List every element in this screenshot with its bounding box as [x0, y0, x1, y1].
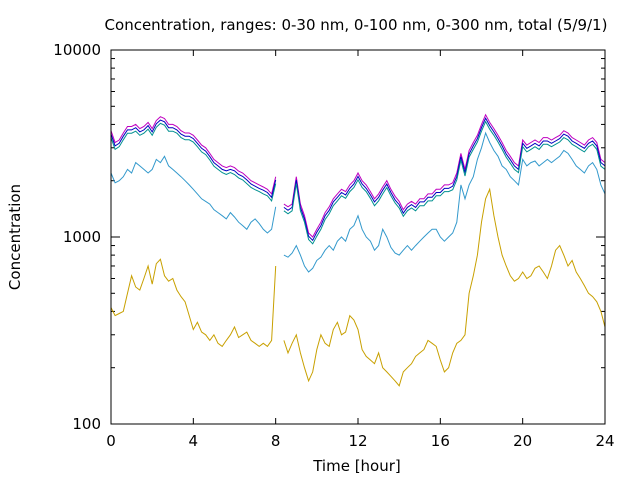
y-tick-label: 10000	[53, 41, 101, 59]
x-tick-label: 20	[513, 432, 532, 450]
x-tick-label: 16	[431, 432, 450, 450]
series-lines	[110, 113, 606, 387]
series-line-4	[110, 131, 606, 273]
series-line-1	[110, 113, 606, 238]
x-tick-label: 4	[189, 432, 199, 450]
x-tick-label: 12	[348, 432, 367, 450]
x-tick-label: 8	[271, 432, 281, 450]
y-tick-label: 100	[72, 415, 101, 433]
series-line-5	[110, 187, 606, 387]
y-axis-label: Concentration	[6, 184, 24, 290]
y-tick-label: 1000	[63, 228, 101, 246]
axis-ticks: 0 4 8 12 16 20 24 100 1000 10000	[53, 41, 614, 450]
x-tick-label: 24	[595, 432, 614, 450]
x-axis-label: Time [hour]	[312, 457, 401, 475]
series-line-2	[110, 117, 606, 242]
plot-frame	[110, 49, 606, 425]
series-line-3	[110, 120, 606, 245]
x-tick-label: 0	[106, 432, 116, 450]
chart-title: Concentration, ranges: 0-30 nm, 0-100 nm…	[105, 16, 608, 34]
